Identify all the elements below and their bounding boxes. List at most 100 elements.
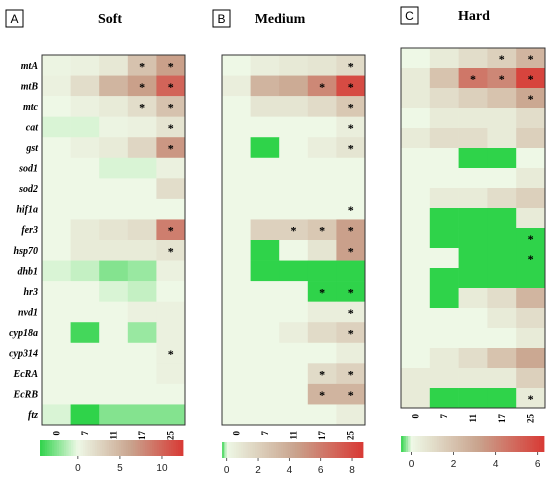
heatmap-cell (307, 301, 337, 323)
row-label: mtc (23, 102, 39, 113)
heatmap-cell (70, 55, 100, 76)
row-label: dhb1 (17, 266, 38, 277)
heatmap-cell (429, 128, 459, 149)
heatmap-cell (336, 383, 366, 405)
colorbar-segment (243, 442, 246, 458)
heatmap-cell (156, 322, 186, 344)
heatmap-cell (336, 116, 366, 138)
heatmap-cell (279, 178, 309, 200)
heatmap-cell (127, 363, 157, 385)
significance-marker: * (528, 92, 534, 106)
heatmap-cell (458, 108, 488, 129)
heatmap-cell (401, 288, 431, 309)
colorbar-segment (280, 442, 284, 458)
heatmap-cell (250, 363, 280, 385)
colorbar-segment (308, 442, 312, 458)
colorbar-segment (276, 442, 279, 458)
colorbar-segment (257, 442, 260, 458)
heatmap-cell (307, 96, 337, 117)
colorbar-segment (304, 442, 307, 458)
heatmap-cell (516, 288, 546, 309)
colorbar-segment (61, 440, 65, 456)
colorbar-segment (474, 436, 478, 452)
heatmap-cell (42, 157, 71, 179)
colorbar-segment (278, 442, 282, 458)
colorbar-segment (44, 440, 48, 456)
colorbar-segment (97, 440, 100, 456)
colorbar-segment (527, 436, 531, 452)
heatmap-cell (458, 348, 488, 369)
heatmap-cell (307, 137, 337, 159)
heatmap-cell (401, 368, 431, 389)
colorbar-segment (287, 442, 291, 458)
significance-marker: * (528, 252, 534, 266)
colorbar-segment (431, 436, 435, 452)
colorbar-tick-label: 0 (75, 463, 81, 474)
heatmap-cell (222, 178, 251, 200)
significance-marker: * (139, 59, 145, 73)
colorbar-segment (171, 440, 174, 456)
heatmap-cell (250, 260, 280, 282)
heatmap-cell (429, 148, 459, 169)
colorbar: 0 2 4 6 8 (222, 442, 364, 476)
heatmap-cell (99, 363, 129, 385)
heatmap-cell (516, 68, 546, 89)
significance-marker: * (348, 59, 354, 73)
heatmap-cell (156, 301, 186, 323)
heatmap-cell (516, 148, 546, 169)
colorbar-segment (180, 440, 184, 456)
panel-title: Medium (255, 12, 306, 27)
heatmap-cell (99, 157, 129, 179)
heatmap-cell (99, 116, 129, 138)
heatmap-cell (70, 178, 100, 200)
heatmap-cell (222, 219, 251, 241)
heatmap-cell (222, 137, 251, 159)
heatmap-cell (99, 55, 129, 76)
heatmap-cell (127, 137, 157, 159)
row-label: cat (26, 122, 39, 133)
heatmap-cell (279, 137, 309, 159)
heatmap-cell (307, 157, 337, 179)
heatmap-cell (42, 55, 71, 76)
colorbar-segment (137, 440, 141, 456)
heatmap-cell (127, 116, 157, 138)
colorbar-tick-label: 2 (451, 459, 457, 470)
colorbar-tick-label: 2 (255, 465, 261, 476)
heatmap-cell (222, 383, 251, 405)
heatmap-cell (487, 248, 517, 269)
heatmap-cell (70, 116, 100, 138)
colorbar-segment (82, 440, 86, 456)
heatmap-cell (401, 68, 431, 89)
column-labels: 0 7 11 17 25 (410, 414, 535, 424)
column-label: 11 (289, 431, 299, 440)
colorbar-segment (161, 440, 165, 456)
significance-marker: * (348, 306, 354, 320)
significance-marker: * (348, 121, 354, 135)
colorbar-segment (489, 436, 492, 452)
column-label: 17 (497, 414, 507, 424)
heatmap-cell (99, 137, 129, 159)
row-label: nvd1 (18, 307, 38, 318)
colorbar-segment (130, 440, 134, 456)
colorbar-segment (111, 440, 115, 456)
heatmap-cell (42, 96, 71, 117)
heatmap-cell (458, 68, 488, 89)
heatmap-cell (42, 116, 71, 138)
heatmap-cell (222, 240, 251, 261)
colorbar-segment (236, 442, 239, 458)
heatmap-cell (307, 404, 337, 426)
heatmap-cell (42, 178, 71, 200)
colorbar-segment (460, 436, 464, 452)
panel-hard: C Hard * * * * * * * * * 0 7 11 17 25 0 2 4 6 (400, 6, 546, 470)
heatmap-cell (127, 240, 157, 261)
colorbar-segment (301, 442, 305, 458)
colorbar-segment (135, 440, 139, 456)
colorbar-segment (341, 442, 345, 458)
colorbar-segment (49, 440, 53, 456)
heatmap-cell (401, 108, 431, 129)
heatmap-border (400, 47, 546, 409)
heatmap-cell (487, 68, 517, 89)
heatmap-cell (458, 288, 488, 309)
heatmap-cell (307, 260, 337, 282)
colorbar-segment (254, 442, 258, 458)
